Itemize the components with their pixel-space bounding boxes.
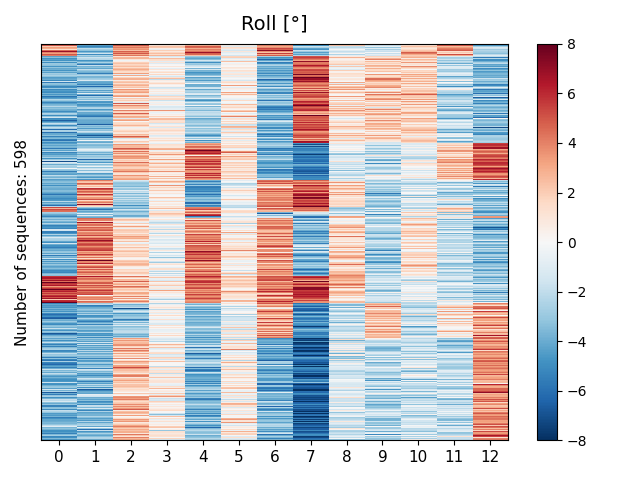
Y-axis label: Number of sequences: 598: Number of sequences: 598 xyxy=(15,139,30,346)
Title: Roll [°]: Roll [°] xyxy=(241,15,308,34)
